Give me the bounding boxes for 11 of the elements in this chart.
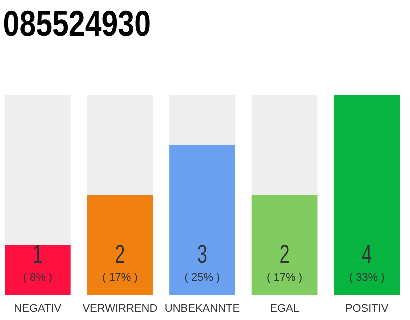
- chart-title: 085524930: [3, 3, 151, 44]
- x-tick-label: POSITIV: [345, 303, 390, 315]
- data-label: 2 ( 17% ): [267, 240, 303, 284]
- x-tick-label: EGAL: [270, 303, 300, 315]
- data-label: 3 ( 25% ): [184, 240, 220, 284]
- data-label: 1 ( 8% ): [23, 240, 53, 284]
- x-tick-label: NEGATIV: [14, 303, 62, 315]
- data-label: 2 ( 17% ): [102, 240, 138, 284]
- data-label: 4 ( 33% ): [349, 240, 385, 284]
- x-tick-label: UNBEKANNTE: [164, 303, 240, 315]
- x-tick-label: VERWIRREND: [82, 303, 158, 315]
